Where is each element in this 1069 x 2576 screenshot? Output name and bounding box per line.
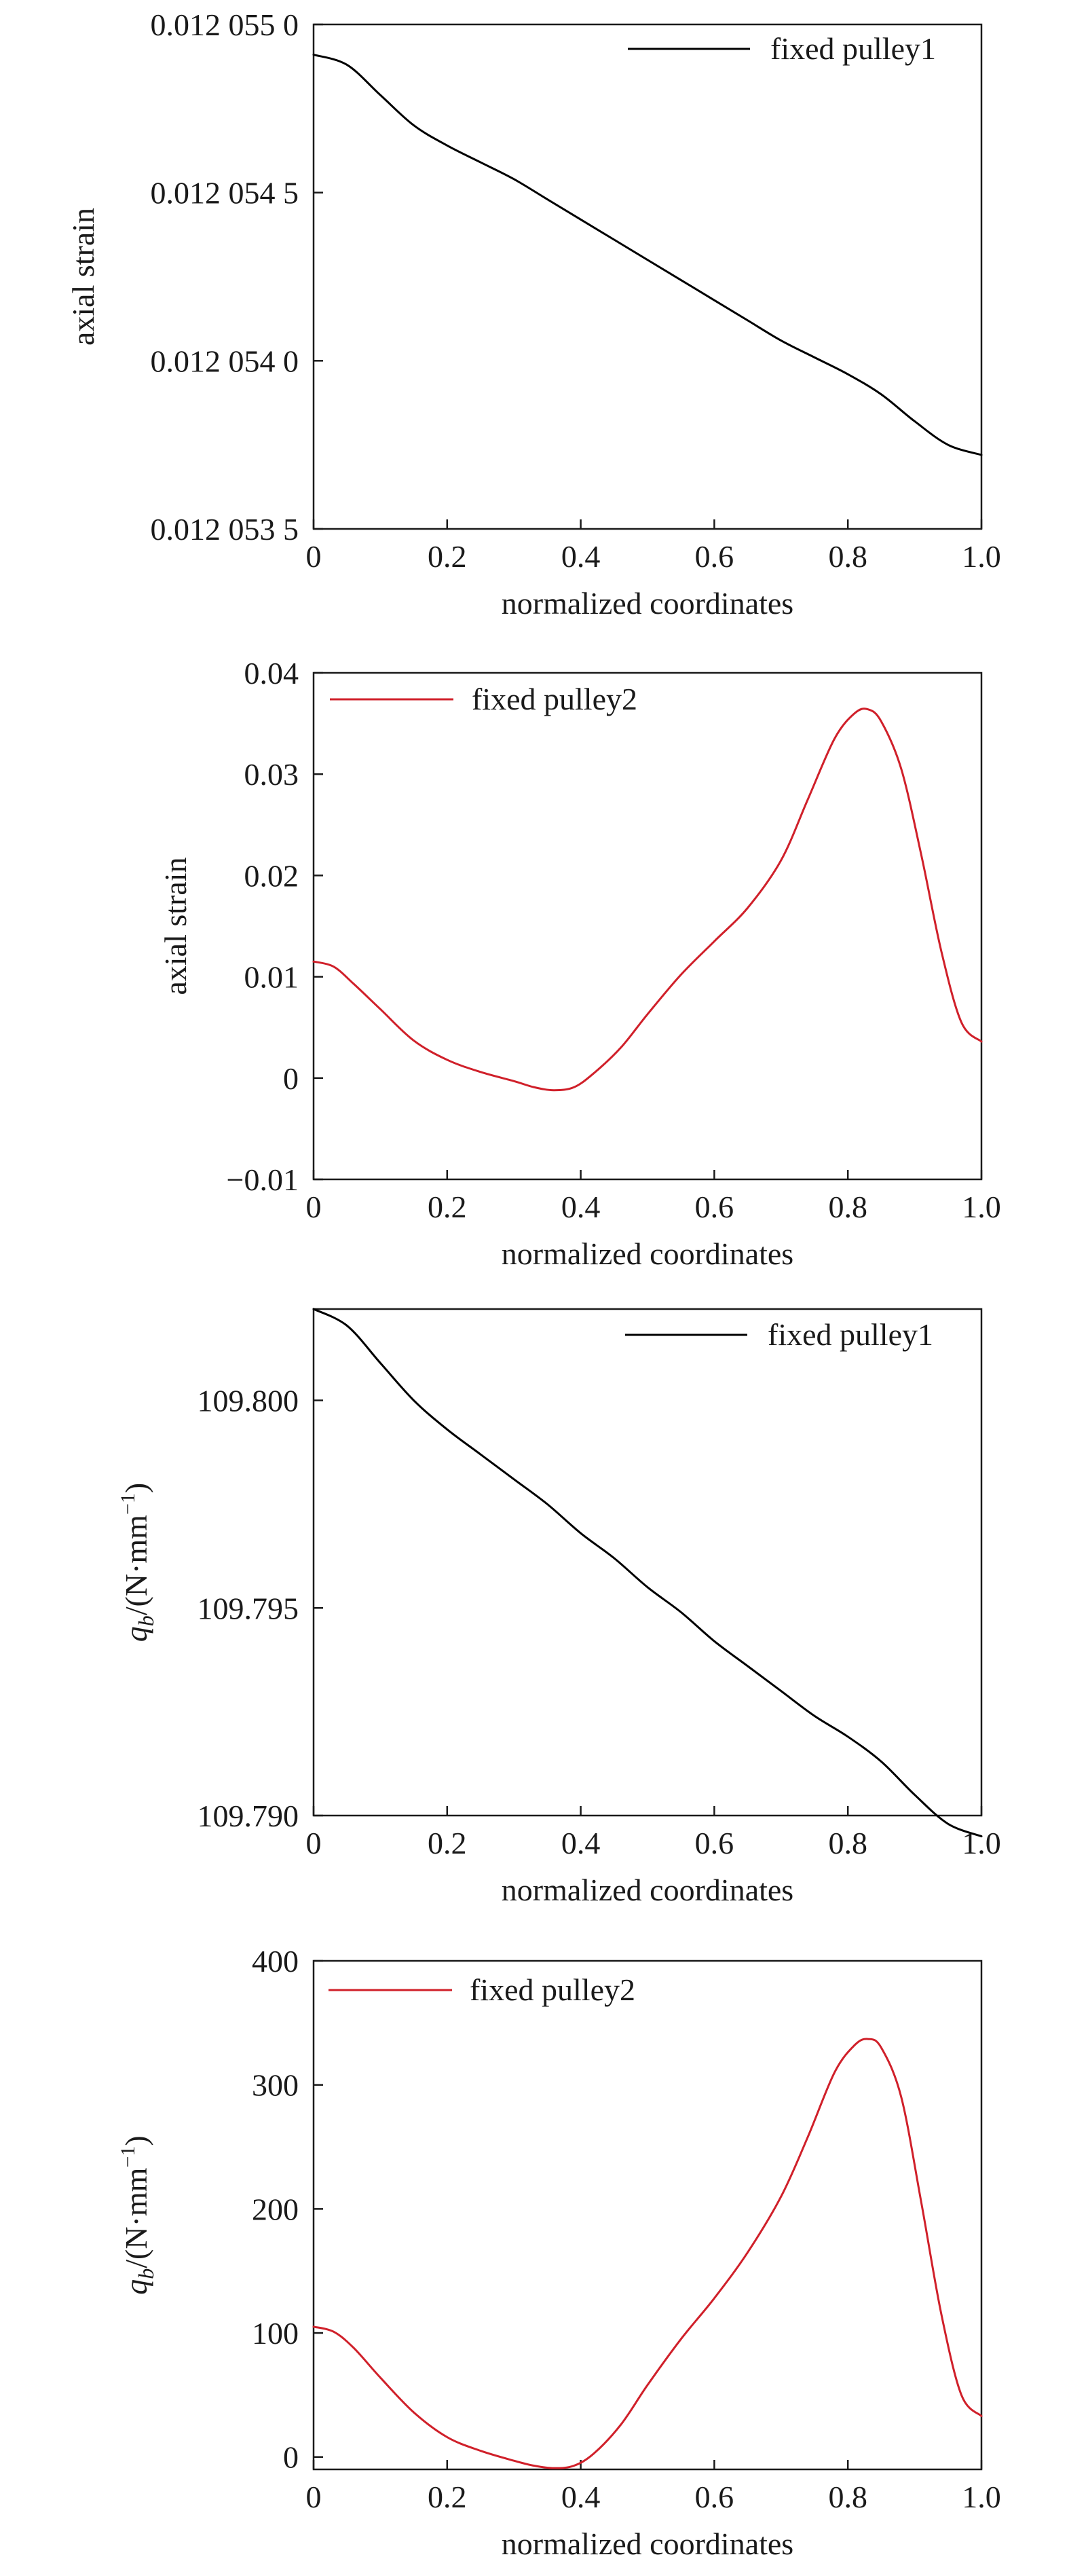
series-line-fixed-pulley1 xyxy=(312,54,983,456)
x-tick-label: 1.0 xyxy=(962,539,1001,574)
legend-label: fixed pulley1 xyxy=(768,1317,933,1352)
y-axis-label: qb/(N·mm−1) xyxy=(117,2135,158,2294)
x-tick-label: 0.4 xyxy=(561,1190,601,1224)
x-tick-label: 0.2 xyxy=(428,539,467,574)
y-axis-label: axial strain xyxy=(158,857,193,995)
chart-1: 0 0.2 0.4 0.6 0.8 1.0 0.012 053 5 0.012 054 0 0.… xyxy=(66,7,1001,621)
series-line-fixed-pulley2 xyxy=(312,2038,983,2469)
chart-2: 0 0.2 0.4 0.6 0.8 1.0−0.0100.010.020.030.04no… xyxy=(158,656,1001,1271)
plot-frame xyxy=(312,1959,983,2471)
x-tick-label: 0.4 xyxy=(561,1826,601,1860)
x-tick-label: 0.6 xyxy=(695,2480,734,2514)
x-tick-label: 0.6 xyxy=(695,539,734,574)
y-tick-label: 109.795 xyxy=(198,1591,299,1625)
y-tick-label: 109.800 xyxy=(198,1384,299,1418)
plot-frame xyxy=(312,1308,983,1817)
y-tick-label: 0.03 xyxy=(244,757,299,792)
x-axis-label: normalized coordinates xyxy=(502,2526,793,2561)
y-axis-label: axial strain xyxy=(66,208,100,346)
plot-frame xyxy=(312,671,983,1181)
x-tick-label: 0.6 xyxy=(695,1826,734,1860)
x-tick-label: 0.8 xyxy=(828,1826,867,1860)
y-tick-label: 0.01 xyxy=(244,960,299,995)
y-tick-label: 0 xyxy=(283,2440,299,2475)
x-axis-label: normalized coordinates xyxy=(502,1236,793,1271)
x-tick-label: 0.4 xyxy=(561,539,601,574)
x-tick-label: 0 xyxy=(306,1826,322,1860)
chart-4: 0 0.2 0.4 0.6 0.8 1.0 0 100 200 300 400 normalized … xyxy=(117,1944,1001,2561)
legend-label: fixed pulley2 xyxy=(470,1972,635,2007)
x-tick-label: 0.2 xyxy=(428,1826,467,1860)
y-tick-label: 300 xyxy=(252,2068,299,2103)
y-tick-label: −0.01 xyxy=(227,1162,299,1197)
series-line-fixed-pulley1 xyxy=(312,1308,983,1838)
y-tick-label: 200 xyxy=(252,2192,299,2226)
x-tick-label: 0.6 xyxy=(695,1190,734,1224)
x-axis-label: normalized coordinates xyxy=(502,586,793,621)
x-tick-label: 1.0 xyxy=(962,1190,1001,1224)
series-line-fixed-pulley2 xyxy=(312,707,983,1092)
y-tick-label: 100 xyxy=(252,2316,299,2351)
x-tick-label: 1.0 xyxy=(962,1826,1001,1860)
x-tick-label: 0.2 xyxy=(428,1190,467,1224)
plot-frame xyxy=(312,23,983,530)
legend-label: fixed pulley1 xyxy=(770,31,936,66)
y-tick-label: 0.012 055 0 xyxy=(151,7,299,42)
y-tick-label: 0.012 053 5 xyxy=(151,512,299,547)
y-tick-label: 400 xyxy=(252,1944,299,1979)
x-tick-label: 0.4 xyxy=(561,2480,601,2514)
y-tick-label: 0 xyxy=(283,1061,299,1096)
y-tick-label: 109.790 xyxy=(198,1799,299,1833)
legend-label: fixed pulley2 xyxy=(472,682,637,716)
x-tick-label: 0.8 xyxy=(828,1190,867,1224)
x-tick-label: 0 xyxy=(306,539,322,574)
x-axis-label: normalized coordinates xyxy=(502,1873,793,1907)
y-tick-label: 0.04 xyxy=(244,656,299,691)
x-tick-label: 0.2 xyxy=(428,2480,467,2514)
y-tick-label: 0.012 054 5 xyxy=(151,176,299,210)
y-tick-label: 0.02 xyxy=(244,858,299,893)
x-tick-label: 1.0 xyxy=(962,2480,1001,2514)
x-tick-label: 0 xyxy=(306,1190,322,1224)
chart-3: 0 0.2 0.4 0.6 0.8 1.0 109.790 109.795 109.800 nor… xyxy=(117,1308,1001,1907)
x-tick-label: 0 xyxy=(306,2480,322,2514)
x-tick-label: 0.8 xyxy=(828,539,867,574)
y-axis-label: qb/(N·mm−1) xyxy=(117,1483,158,1642)
x-tick-label: 0.8 xyxy=(828,2480,867,2514)
y-tick-label: 0.012 054 0 xyxy=(151,344,299,378)
